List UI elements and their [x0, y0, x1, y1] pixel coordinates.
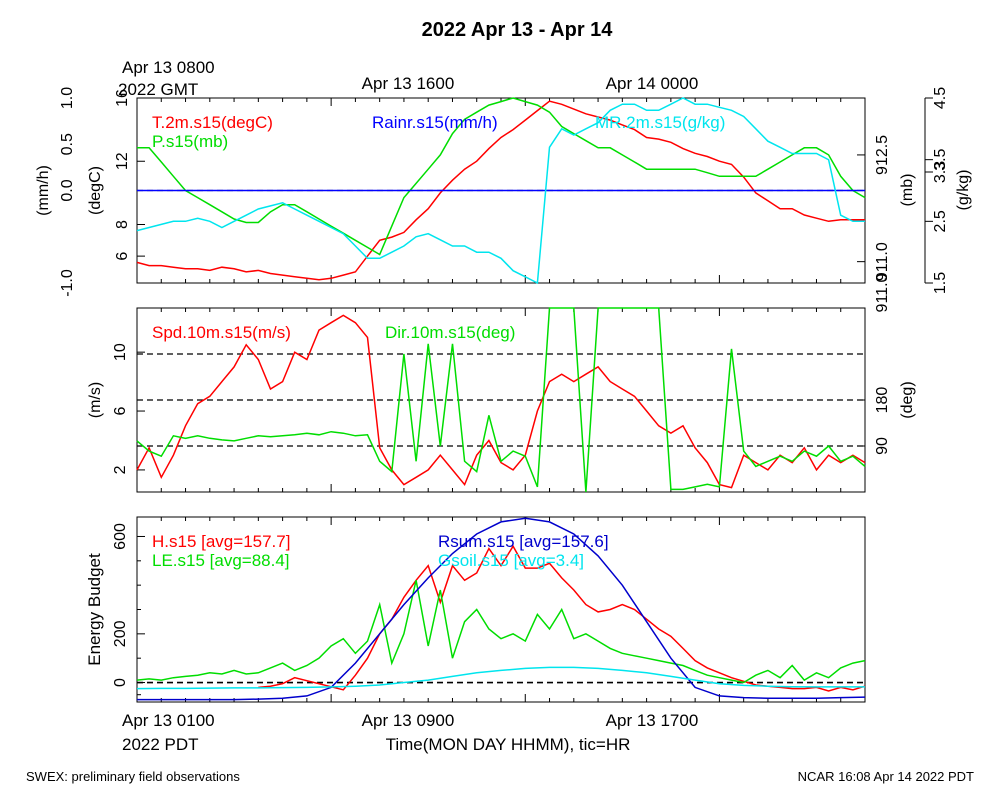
energy-tick-label: 600	[112, 523, 129, 550]
legend-entry: Gsoil.s15 [avg=3.4]	[438, 551, 584, 570]
legend-entry: Rsum.s15 [avg=157.6]	[438, 532, 609, 551]
energy-axis-label: Energy Budget	[85, 553, 104, 666]
mr-tick-label: 4.5	[932, 87, 949, 109]
mr-tick-label: 3.3	[932, 161, 949, 183]
pres-tick-label: 912.5	[874, 135, 891, 175]
legend-entry: Dir.10m.s15(deg)	[385, 323, 515, 342]
mr-tick-label: 1.5	[932, 272, 949, 294]
series-line-t	[136, 100, 865, 281]
speed-tick-label: 6	[112, 406, 129, 415]
dir-tick-label: 180	[874, 387, 891, 414]
bottom-time-label-2: Apr 13 0900	[362, 711, 455, 730]
top-time-label-1: Apr 13 0800	[122, 58, 215, 77]
series-line-p	[137, 97, 866, 256]
dir-tick-label: 90	[874, 437, 891, 455]
energy-budget-panel: 600 200 0 Energy Budget H.s15 [avg=157.7]LE.…	[85, 516, 866, 703]
rain-tick-label: -1.0	[59, 269, 76, 297]
temp-tick-label: 6	[114, 252, 131, 261]
rain-tick-label: 0.5	[59, 133, 76, 155]
energy-tick-label: 200	[112, 620, 129, 647]
top-time-label-3: Apr 14 0000	[606, 74, 699, 93]
bottom-time-label-3: Apr 13 1700	[606, 711, 699, 730]
footer-left-note: SWEX: preliminary field observations	[26, 769, 240, 784]
wind-panel: 10 6 2 (m/s) 180 90 (deg) Spd.10m.s15(m/s) Dir.1…	[87, 307, 916, 493]
legend-entry: Spd.10m.s15(m/s)	[152, 323, 291, 342]
legend-entry: P.s15(mb)	[152, 132, 228, 151]
rain-axis-label: (mm/h)	[35, 165, 52, 216]
legend-entry: Rainr.s15(mm/h)	[372, 113, 498, 132]
temp-tick-label: 16	[114, 89, 131, 107]
legend-entry: MR.2m.s15(g/kg)	[595, 113, 725, 132]
series-line-rsum	[137, 517, 866, 701]
series-line-dir	[136, 307, 866, 493]
series-line-mr	[136, 97, 865, 285]
meteorology-panel: 1.0 0.5 0.0 -1.0 (mm/h) 16 12 8 6 (degC) 912.5 911.…	[35, 87, 972, 313]
rain-tick-label: 0.0	[59, 179, 76, 201]
legend-entry: H.s15 [avg=157.7]	[152, 532, 290, 551]
legend-entry: T.2m.s15(degC)	[152, 113, 273, 132]
speed-tick-label: 10	[112, 343, 129, 361]
legend-entry: LE.s15 [avg=88.4]	[152, 551, 290, 570]
speed-tick-label: 2	[112, 465, 129, 474]
temp-tick-label: 12	[114, 152, 131, 170]
pres-tick-label: 911.0	[874, 273, 891, 312]
dir-axis-label: (deg)	[899, 381, 916, 418]
top-time-label-gmt: 2022 GMT	[118, 80, 198, 99]
mr-tick-label: 3.5	[932, 148, 949, 170]
temp-tick-label: 8	[114, 220, 131, 229]
top-time-label-2: Apr 13 1600	[362, 74, 455, 93]
bottom-timezone-label: 2022 PDT	[122, 735, 199, 754]
energy-tick-label: 0	[112, 678, 129, 687]
temp-axis-label: (degC)	[87, 166, 104, 215]
series-line-spd	[136, 314, 866, 489]
speed-axis-label: (m/s)	[87, 382, 104, 418]
rain-tick-label: 1.0	[59, 87, 76, 109]
pres-tick-label: 911.0	[874, 242, 891, 281]
footer-right-note: NCAR 16:08 Apr 14 2022 PDT	[798, 769, 974, 784]
mr-tick-label: 2.5	[932, 210, 949, 232]
pres-axis-label: (mb)	[899, 174, 916, 207]
bottom-time-label-1: Apr 13 0100	[122, 711, 215, 730]
series-line-le	[136, 580, 866, 684]
mr-axis-label: (g/kg)	[955, 170, 972, 211]
x-axis-label: Time(MON DAY HHMM), tic=HR	[386, 735, 631, 754]
series-line-gsoil	[136, 666, 865, 690]
chart-title: 2022 Apr 13 - Apr 14	[422, 19, 614, 41]
